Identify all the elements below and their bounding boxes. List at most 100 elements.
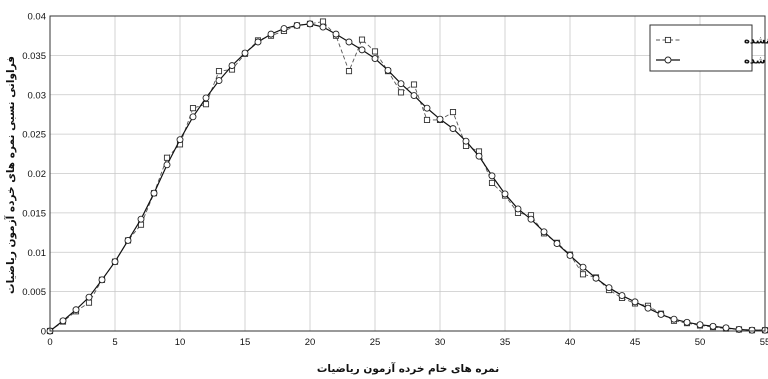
series-2-point — [332, 30, 340, 38]
y-tick-label: 0.035 — [22, 51, 46, 62]
x-tick-label: 55 — [760, 337, 768, 348]
series-1-point — [397, 89, 405, 96]
series-1-point — [488, 179, 496, 187]
series-2-point — [176, 136, 184, 144]
series-1-point — [358, 36, 366, 43]
series-2-point — [566, 251, 574, 259]
series-2-point — [384, 66, 392, 74]
series-2-point — [514, 205, 522, 213]
series-1-point — [423, 116, 431, 123]
series-1-point — [189, 105, 197, 112]
series-2-point — [72, 306, 80, 314]
y-tick-label: 0.03 — [28, 90, 47, 101]
x-tick-label: 0 — [47, 337, 52, 348]
series-2-point — [124, 236, 132, 244]
grid — [50, 16, 765, 331]
x-tick-label: 10 — [175, 337, 186, 348]
x-tick-label: 40 — [565, 337, 576, 348]
series-2-point — [371, 55, 379, 62]
series-1-point — [371, 48, 379, 55]
y-tick-label: 0.015 — [22, 208, 46, 219]
y-tick-label: 0.04 — [28, 12, 47, 23]
series-1-point — [579, 271, 587, 278]
series-2-point — [85, 293, 93, 301]
x-tick-label: 25 — [370, 337, 381, 348]
legend-label-2: هموار شده — [744, 56, 768, 67]
series-2-point — [644, 304, 652, 312]
series-2-point — [501, 190, 509, 198]
series-2-point — [462, 137, 470, 145]
series-2-point — [605, 284, 613, 292]
x-tick-label: 30 — [435, 337, 446, 348]
y-tick-label: 0.01 — [28, 248, 47, 259]
series-2-point — [579, 263, 587, 271]
y-tick-label: 0.005 — [22, 287, 46, 298]
series-2-point — [696, 321, 704, 329]
series-2-point — [735, 325, 743, 333]
series-1-point — [163, 154, 171, 161]
series-2-point — [631, 298, 639, 306]
series-2-point — [670, 315, 678, 323]
series-2-point — [722, 324, 730, 332]
series-2-point — [709, 322, 717, 330]
series-2-point — [488, 172, 496, 180]
series-2-point — [137, 215, 145, 223]
legend-marker-2 — [664, 56, 672, 64]
series-2-point — [241, 49, 249, 57]
series-2-point — [228, 62, 236, 70]
series-1-point — [215, 68, 223, 75]
series-2-point — [397, 80, 405, 88]
series-2-point — [527, 215, 535, 223]
legend-marker-1 — [664, 36, 672, 44]
series-2-point — [215, 77, 223, 85]
series-2-point — [293, 22, 301, 29]
series-2-point — [449, 125, 457, 133]
series-2-point — [202, 94, 210, 102]
series-2-point — [436, 115, 444, 123]
y-tick-label: 0 — [41, 327, 46, 338]
series-2-point — [280, 25, 288, 33]
series-2-point — [748, 326, 756, 334]
series-1-point — [202, 101, 210, 108]
series-2-point — [345, 38, 353, 46]
series-2-point — [150, 189, 158, 197]
legend: هموار نشده هموار شده — [649, 24, 768, 72]
series-1-point — [449, 109, 457, 116]
x-tick-labels: 0 5 10 15 20 25 30 35 40 45 50 55 — [47, 337, 768, 348]
x-tick-label: 50 — [695, 337, 706, 348]
x-axis-label: نمره های خام خرده آزمون ریاضیات — [317, 362, 499, 375]
series-2-point — [618, 292, 626, 300]
series-2 — [46, 20, 768, 335]
series-2-point — [254, 38, 262, 46]
series-1-point — [410, 81, 418, 88]
series-2-point — [358, 46, 366, 54]
series-2-point — [592, 274, 600, 282]
series-1-point — [345, 68, 353, 75]
x-tick-label: 15 — [240, 337, 251, 348]
series-2-point — [306, 20, 314, 28]
series-2-point — [59, 317, 67, 325]
series-2-point — [98, 276, 106, 284]
y-axis-label: فراوانی نسبی نمره های خرده آزمون ریاضیات — [4, 56, 17, 294]
series-2-point — [657, 311, 665, 318]
series-2-point — [540, 228, 548, 236]
series-2-point — [319, 23, 327, 31]
series-2-point — [111, 258, 119, 266]
x-tick-label: 20 — [305, 337, 316, 348]
series-1-point — [319, 18, 327, 25]
series-2-point — [683, 318, 691, 326]
y-tick-labels: 0 0.005 0.01 0.015 0.02 0.025 0.03 0.035 0.04 — [22, 12, 46, 338]
series-1-point — [85, 299, 93, 306]
series-2-point — [475, 152, 483, 160]
y-tick-label: 0.02 — [28, 169, 47, 180]
series-group — [46, 18, 768, 335]
series-2-point — [423, 104, 431, 112]
series-2-point — [410, 92, 418, 99]
plot-frame — [49, 15, 766, 332]
series-2-point — [163, 161, 171, 169]
legend-box — [649, 24, 753, 72]
series-2-point — [189, 113, 197, 121]
x-tick-label: 45 — [630, 337, 641, 348]
legend-label-1: هموار نشده — [744, 36, 768, 47]
